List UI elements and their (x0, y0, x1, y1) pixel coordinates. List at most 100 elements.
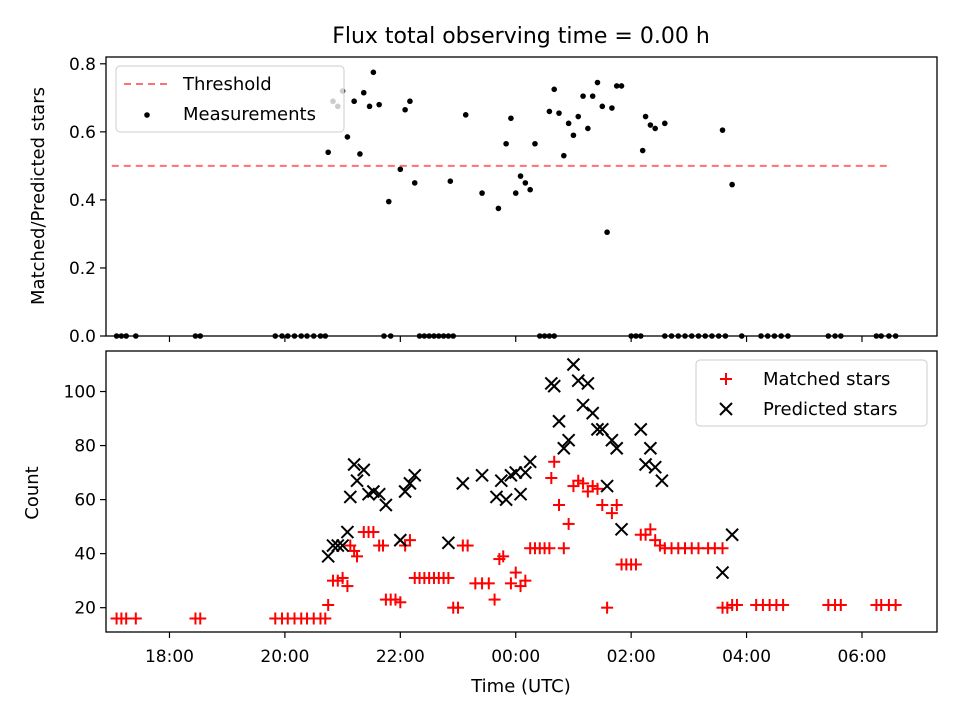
measurement-point (609, 105, 615, 111)
matched-star-point (591, 482, 604, 495)
measurement-point (508, 115, 514, 122)
bottom-legend: Matched stars Predicted stars (695, 359, 928, 427)
measurement-point (652, 125, 658, 132)
matched-star-point (129, 612, 142, 625)
measurement-point (618, 83, 625, 89)
matched-star-point (577, 477, 590, 490)
predicted-star-point (725, 528, 739, 542)
bottom-x-axis: 18:00 20:00 22:00 00:00 02:00 04:00 06:00 (145, 632, 886, 667)
measurement-point (546, 108, 553, 115)
measurement-point (370, 69, 377, 76)
bottom-y-axis: 20 40 60 80 100 (64, 383, 106, 619)
x-tick-label: 06:00 (837, 647, 886, 667)
predicted-star-point (648, 460, 662, 474)
predicted-star-point (331, 538, 345, 553)
measurement-point (565, 120, 572, 127)
x-tick-label: 20:00 (260, 647, 309, 667)
measurement-point (402, 106, 408, 113)
predicted-star-point (590, 422, 605, 437)
bottom-y-tick-label: 20 (74, 599, 96, 619)
predicted-star-point (638, 457, 653, 472)
measurement-point (376, 101, 382, 108)
predicted-star-point (576, 398, 590, 412)
top-legend: Threshold Measurements (115, 65, 345, 133)
predicted-star-point (335, 538, 350, 553)
measurement-point (570, 132, 577, 139)
matched-star-point (596, 499, 609, 512)
predicted-star-point (393, 533, 408, 547)
matched-star-point (730, 598, 743, 611)
measurement-point (580, 93, 586, 99)
measurement-point (512, 190, 519, 196)
top-axes-frame (105, 56, 938, 337)
matched-legend-swatch (720, 373, 732, 385)
predicted-star-point (655, 473, 669, 488)
matched-star-point (629, 558, 642, 571)
top-x-ticks (168, 336, 863, 342)
predicted-star-point (610, 441, 624, 455)
predicted-star-point (715, 565, 730, 580)
matched-star-point (367, 526, 380, 539)
predicted-star-point (547, 379, 561, 393)
predicted-star-point (340, 525, 355, 539)
matched-star-point (834, 598, 847, 611)
bottom-legend-frame (695, 359, 928, 427)
matched-star-point (403, 534, 416, 547)
predicted-star-point (321, 549, 335, 564)
measurement-point (527, 186, 533, 193)
predicted-star-point (518, 465, 533, 480)
measurement-point (613, 83, 620, 89)
matched-legend-label: Matched stars (763, 369, 890, 390)
measurement-point (462, 112, 469, 118)
matched-star-point (519, 574, 532, 587)
matched-star-point (716, 542, 729, 555)
predicted-star-point (585, 406, 600, 420)
top-y-tick-label: 0.4 (69, 191, 96, 211)
predicted-star-point (326, 538, 340, 553)
predicted-star-point (600, 479, 614, 493)
matched-star-point (497, 550, 510, 563)
bottom-y-tick-label: 80 (74, 437, 96, 457)
predicted-star-point (513, 487, 528, 501)
predicted-star-point (372, 487, 386, 501)
predicted-star-point (494, 473, 509, 488)
x-tick-label: 22:00 (376, 647, 425, 667)
chart-title: Flux total observing time = 0.00 h (332, 24, 710, 49)
measurement-point (479, 190, 485, 196)
predicted-star-point (571, 374, 585, 388)
matched-star-point (461, 539, 474, 552)
predicted-star-point (350, 473, 364, 488)
bottom-axes-frame (105, 350, 938, 633)
measurement-point (719, 127, 726, 133)
matched-star-point (394, 596, 407, 609)
measurement-point (599, 103, 606, 110)
matched-star-point (341, 580, 354, 593)
measurement-point (589, 93, 596, 99)
predicted-star-point (509, 465, 523, 480)
predicted-star-point (398, 484, 412, 499)
measurement-point (604, 229, 610, 236)
measurement-point (447, 178, 454, 184)
measurement-point (585, 125, 591, 132)
matched-star-point (319, 612, 332, 625)
measurement-point (325, 149, 331, 156)
top-y-tick-label: 0.8 (69, 55, 96, 75)
measurement-point (351, 98, 357, 105)
measurements-legend-swatch (144, 112, 150, 118)
measurement-point (366, 103, 373, 110)
matched-star-point (509, 566, 522, 579)
matched-stars-points (110, 455, 902, 625)
matched-star-point (504, 577, 517, 590)
matched-star-point (336, 571, 349, 584)
x-tick-label: 00:00 (491, 647, 540, 667)
predicted-star-point (489, 490, 504, 504)
measurement-point (729, 181, 735, 188)
predicted-star-point (441, 536, 456, 550)
bottom-y-tick-label: 100 (64, 383, 96, 403)
matched-star-point (644, 523, 657, 536)
measurement-point (411, 180, 418, 186)
x-tick-label: 02:00 (607, 647, 656, 667)
measurement-point (662, 120, 668, 127)
matched-star-point (322, 598, 335, 611)
